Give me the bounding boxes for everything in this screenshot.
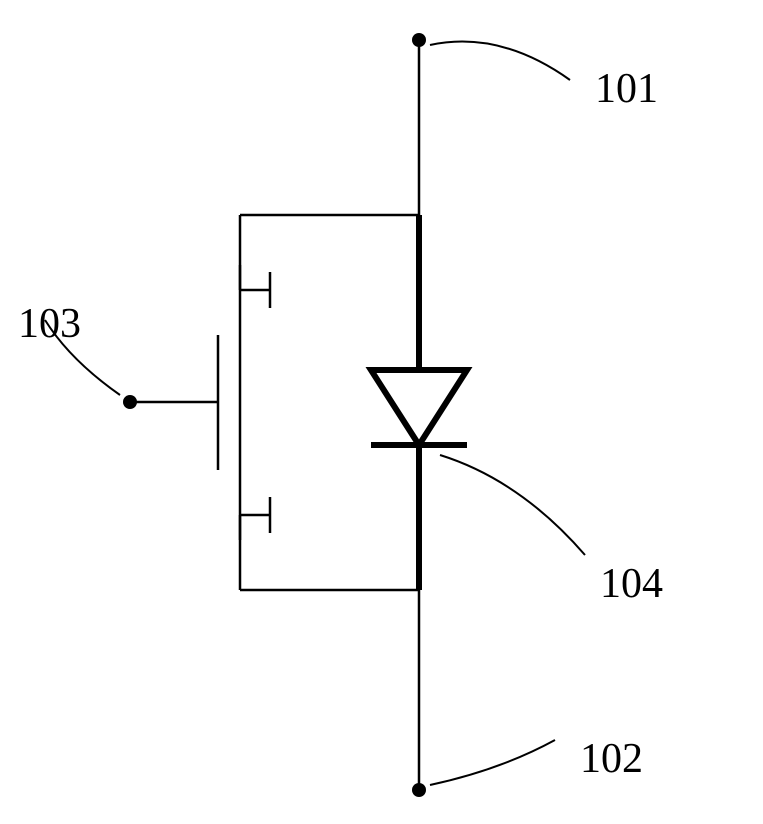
- label-103: 103: [18, 300, 81, 348]
- label-104: 104: [600, 560, 663, 608]
- label-102: 102: [580, 735, 643, 783]
- label-101: 101: [595, 65, 658, 113]
- circuit-diagram: [0, 0, 763, 824]
